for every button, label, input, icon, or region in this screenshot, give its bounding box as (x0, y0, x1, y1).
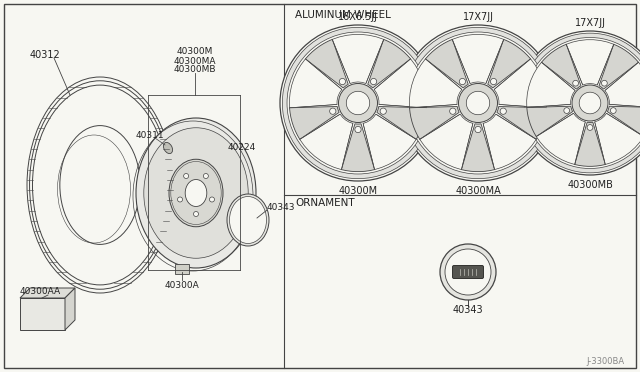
Circle shape (280, 25, 436, 181)
Circle shape (282, 27, 434, 179)
Circle shape (287, 32, 429, 174)
Circle shape (490, 78, 497, 85)
Polygon shape (494, 59, 547, 108)
Ellipse shape (185, 180, 207, 206)
Polygon shape (368, 39, 411, 88)
Circle shape (330, 108, 336, 114)
Circle shape (407, 32, 549, 174)
Text: J-3300BA: J-3300BA (587, 357, 625, 366)
Circle shape (611, 108, 616, 113)
Circle shape (467, 91, 490, 115)
Polygon shape (527, 62, 575, 108)
Ellipse shape (136, 118, 256, 268)
Polygon shape (497, 106, 547, 140)
Circle shape (458, 83, 497, 122)
Ellipse shape (169, 159, 223, 227)
Circle shape (518, 31, 640, 175)
Text: 40312: 40312 (30, 50, 61, 60)
Circle shape (500, 108, 506, 114)
Circle shape (564, 108, 570, 113)
Polygon shape (363, 114, 416, 170)
Polygon shape (461, 124, 495, 171)
Ellipse shape (204, 173, 209, 179)
Circle shape (339, 78, 346, 85)
Polygon shape (599, 44, 639, 89)
Polygon shape (541, 44, 581, 89)
Polygon shape (332, 35, 384, 83)
Text: 40300MB: 40300MB (173, 65, 216, 74)
Circle shape (450, 108, 456, 114)
Circle shape (525, 38, 640, 169)
Circle shape (520, 33, 640, 173)
Circle shape (602, 80, 607, 86)
Circle shape (400, 25, 556, 181)
Text: 40300MA: 40300MA (455, 186, 501, 196)
Polygon shape (65, 288, 75, 330)
Circle shape (380, 108, 387, 114)
Circle shape (355, 126, 361, 133)
Bar (175, 264, 189, 274)
Text: 40343: 40343 (452, 305, 483, 315)
Text: 40300AA: 40300AA (20, 288, 61, 296)
Text: 40224: 40224 (228, 144, 256, 153)
Ellipse shape (227, 194, 269, 246)
Circle shape (587, 125, 593, 130)
Ellipse shape (184, 173, 189, 179)
Polygon shape (483, 114, 536, 170)
Circle shape (475, 126, 481, 133)
Ellipse shape (177, 197, 182, 202)
Polygon shape (377, 106, 426, 140)
Polygon shape (300, 114, 353, 170)
Polygon shape (488, 39, 531, 88)
Circle shape (579, 92, 601, 114)
Bar (20, 298, 65, 330)
Circle shape (572, 85, 608, 121)
Text: 40300MB: 40300MB (567, 180, 613, 190)
Ellipse shape (230, 196, 266, 244)
Polygon shape (566, 40, 614, 85)
Text: 40300M: 40300M (177, 48, 213, 57)
Circle shape (371, 78, 377, 85)
Text: 16X6.5JJ: 16X6.5JJ (338, 12, 378, 22)
Circle shape (346, 91, 370, 115)
Polygon shape (410, 59, 462, 108)
Polygon shape (575, 122, 605, 166)
FancyBboxPatch shape (452, 266, 483, 279)
Polygon shape (305, 39, 348, 88)
Circle shape (573, 80, 579, 86)
Ellipse shape (163, 142, 173, 154)
Polygon shape (452, 35, 504, 83)
Text: 40343: 40343 (267, 202, 296, 212)
Text: ALUMINUM WHEEL: ALUMINUM WHEEL (295, 10, 391, 20)
Circle shape (339, 83, 378, 122)
Text: 40300MA: 40300MA (173, 57, 216, 65)
Polygon shape (595, 113, 640, 164)
Polygon shape (426, 39, 468, 88)
Polygon shape (410, 106, 459, 140)
Polygon shape (605, 62, 640, 108)
Polygon shape (536, 113, 586, 164)
Ellipse shape (193, 212, 198, 217)
Polygon shape (607, 106, 640, 137)
Polygon shape (420, 114, 473, 170)
Polygon shape (341, 124, 374, 171)
Circle shape (440, 244, 496, 300)
Circle shape (445, 249, 491, 295)
Polygon shape (289, 59, 342, 108)
Circle shape (460, 78, 465, 85)
Text: 17X7JJ: 17X7JJ (575, 18, 605, 28)
Polygon shape (20, 288, 75, 298)
Polygon shape (527, 106, 573, 137)
Polygon shape (289, 106, 339, 140)
Text: 17X7JJ: 17X7JJ (463, 12, 493, 22)
Polygon shape (374, 59, 427, 108)
Text: 40300A: 40300A (164, 280, 200, 289)
Text: ORNAMENT: ORNAMENT (295, 198, 355, 208)
Ellipse shape (209, 197, 214, 202)
Circle shape (403, 27, 554, 179)
Ellipse shape (60, 126, 140, 244)
Text: 40311: 40311 (136, 131, 164, 140)
Ellipse shape (144, 128, 248, 258)
Text: 40300M: 40300M (339, 186, 378, 196)
